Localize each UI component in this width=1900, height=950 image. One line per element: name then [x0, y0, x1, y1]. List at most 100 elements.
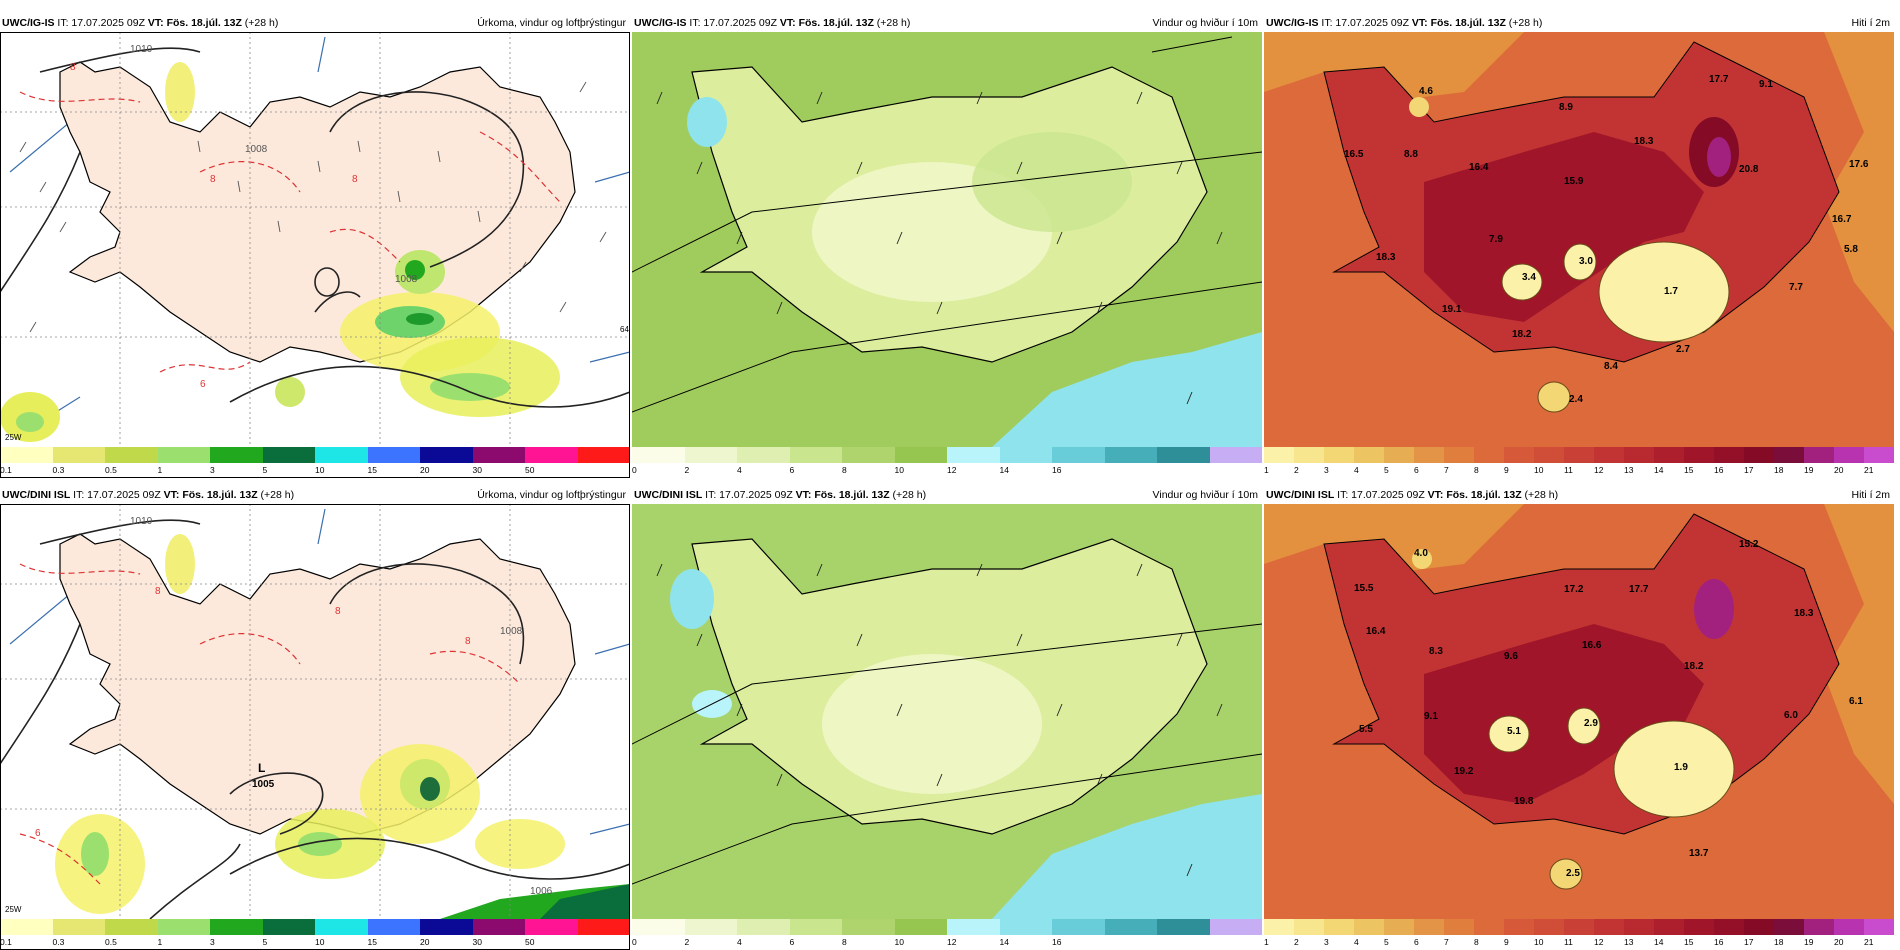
colorbar-swatch — [1864, 447, 1894, 463]
precip-map: L 1005 1010 1008 1006 8 8 8 6 25W — [0, 504, 630, 919]
init-time: IT: 17.07.2025 09Z — [73, 489, 161, 501]
panel-header: UWC/DINI ISL IT: 17.07.2025 09Z VT: Fös.… — [0, 486, 630, 504]
colorbar-tick-label: 20 — [1834, 465, 1844, 475]
wind-colorbar-ticks: 0 2 4 6 8 10 12 14 16 — [632, 465, 1262, 476]
colorbar-tick-label: 50 — [525, 465, 535, 475]
colorbar-tick-label: 11 — [1564, 465, 1573, 475]
colorbar-swatch — [315, 447, 368, 463]
panel-title: Vindur og hviður í 10m — [1152, 17, 1258, 29]
temperature-label: 13.7 — [1689, 848, 1709, 859]
colorbar-tick-label: 1 — [157, 465, 163, 475]
pressure-tendency-label: 8 — [352, 174, 358, 185]
colorbar-swatch — [1714, 447, 1744, 463]
colorbar-swatch — [52, 919, 105, 935]
colorbar-tick-label: 16 — [1714, 937, 1724, 947]
colorbar-tick-label: 19 — [1804, 937, 1814, 947]
colorbar-swatch — [1834, 447, 1864, 463]
colorbar-swatch — [789, 447, 842, 463]
colorbar-swatch — [1104, 919, 1157, 935]
colorbar-swatch — [999, 447, 1052, 463]
colorbar-tick-label: 14 — [1654, 937, 1664, 947]
wind-colorbar — [632, 919, 1262, 935]
colorbar-tick-label: 8 — [842, 465, 847, 475]
colorbar-tick-label: 5 — [262, 937, 268, 947]
panel-header: UWC/IG-IS IT: 17.07.2025 09Z VT: Fös. 18… — [0, 14, 630, 32]
temperature-label: 8.9 — [1559, 102, 1573, 113]
colorbar-swatch — [367, 447, 420, 463]
colorbar-tick-label: 15 — [1684, 465, 1694, 475]
wind-colorbar — [632, 447, 1262, 463]
isobar-label: 1010 — [130, 516, 153, 527]
init-time: IT: 17.07.2025 09Z — [1321, 17, 1409, 29]
temperature-label: 19.2 — [1454, 766, 1474, 777]
colorbar-tick-label: 8 — [1474, 937, 1479, 947]
temp-colorbar-ticks: 1 2 3 4 5 6 7 8 9 10 11 12 13 14 15 16 17 18 19 20 21 — [1264, 465, 1894, 476]
colorbar-tick-label: 15 — [367, 465, 377, 475]
wind-map-svg — [632, 504, 1262, 919]
temperature-label: 7.9 — [1489, 234, 1503, 245]
colorbar-swatch — [632, 919, 685, 935]
lead-time: (+28 h) — [260, 489, 295, 501]
precip-colorbar-ticks: 0.1 0.3 0.5 1 3 5 10 15 20 30 50 — [0, 465, 630, 476]
panel-title: Vindur og hviður í 10m — [1152, 489, 1258, 501]
panel-wind-igis: UWC/IG-IS IT: 17.07.2025 09Z VT: Fös. 18… — [632, 14, 1262, 476]
colorbar-tick-label: 4 — [1354, 937, 1359, 947]
colorbar-tick-label: 20 — [420, 937, 430, 947]
temperature-label: 5.1 — [1507, 726, 1521, 737]
colorbar-swatch — [1774, 919, 1804, 935]
temperature-label: 18.3 — [1794, 608, 1814, 619]
pressure-tendency-label: 8 — [70, 62, 76, 73]
colorbar-swatch — [1209, 447, 1262, 463]
colorbar-tick-label: 50 — [525, 937, 535, 947]
colorbar-tick-label: 0 — [632, 937, 637, 947]
panel-title: Hiti í 2m — [1851, 17, 1890, 29]
temperature-label: 19.1 — [1442, 304, 1462, 315]
wind-map — [632, 504, 1262, 919]
colorbar-tick-label: 15 — [367, 937, 377, 947]
colorbar-swatch — [367, 919, 420, 935]
lead-time: (+28 h) — [892, 489, 927, 501]
temperature-label: 17.6 — [1849, 159, 1869, 170]
colorbar-swatch — [1474, 447, 1504, 463]
pressure-tendency-label: 8 — [210, 174, 216, 185]
temperature-label: 17.2 — [1564, 584, 1584, 595]
temp-colorbar — [1264, 447, 1894, 463]
temperature-label: 20.8 — [1739, 164, 1759, 175]
colorbar-swatch — [525, 919, 578, 935]
lead-time: (+28 h) — [876, 17, 911, 29]
colorbar-swatch — [1804, 447, 1834, 463]
temperature-label: 16.4 — [1469, 162, 1489, 173]
colorbar-tick-label: 10 — [315, 937, 325, 947]
model-name: UWC/IG-IS — [2, 17, 55, 29]
temperature-label: 18.2 — [1684, 661, 1704, 672]
colorbar-tick-label: 21 — [1864, 937, 1874, 947]
colorbar-swatch — [210, 919, 263, 935]
model-name: UWC/DINI ISL — [634, 489, 703, 501]
low-pressure-value: 1005 — [252, 779, 275, 790]
valid-time: VT: Fös. 18.júl. 13Z — [147, 17, 242, 29]
colorbar-swatch — [842, 447, 895, 463]
temp-colorbar — [1264, 919, 1894, 935]
panel-wind-dini: UWC/DINI ISL IT: 17.07.2025 09Z VT: Fös.… — [632, 486, 1262, 948]
temperature-label: 4.0 — [1414, 548, 1428, 559]
longitude-label: 25W — [5, 905, 22, 914]
precip-colorbar-ticks: 0.1 0.3 0.5 1 3 5 10 15 20 30 50 — [0, 937, 630, 948]
colorbar-swatch — [1157, 919, 1210, 935]
temp-colorbar-ticks: 1 2 3 4 5 6 7 8 9 10 11 12 13 14 15 16 17 18 19 20 21 — [1264, 937, 1894, 948]
colorbar-swatch — [1564, 447, 1594, 463]
colorbar-swatch — [577, 447, 630, 463]
colorbar-swatch — [1324, 447, 1354, 463]
colorbar-swatch — [1384, 919, 1414, 935]
lead-time: (+28 h) — [1508, 17, 1543, 29]
colorbar-swatch — [684, 919, 737, 935]
precip-colorbar — [0, 447, 630, 463]
panel-title: Úrkoma, vindur og loftþrýstingur — [477, 489, 626, 501]
model-name: UWC/DINI ISL — [1266, 489, 1335, 501]
colorbar-swatch — [1414, 447, 1444, 463]
colorbar-tick-label: 16 — [1714, 465, 1724, 475]
colorbar-tick-label: 20 — [420, 465, 430, 475]
panel-header: UWC/IG-IS IT: 17.07.2025 09Z VT: Fös. 18… — [632, 14, 1262, 32]
colorbar-tick-label: 8 — [842, 937, 847, 947]
temperature-label: 1.9 — [1674, 762, 1688, 773]
temperature-label: 2.5 — [1566, 868, 1580, 879]
